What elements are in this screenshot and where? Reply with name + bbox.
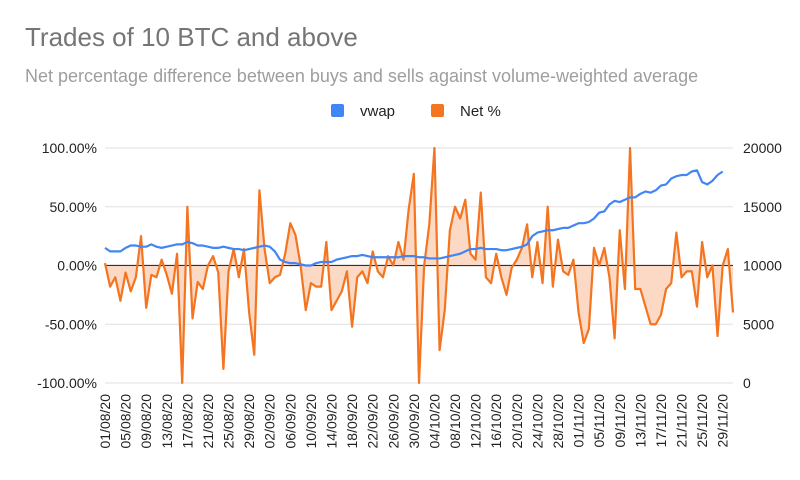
x-tick-label: 20/10/20: [509, 394, 525, 449]
x-tick-label: 14/09/20: [323, 394, 339, 449]
chart-title: Trades of 10 BTC and above: [25, 22, 358, 52]
x-tick-label: 17/08/20: [179, 394, 195, 449]
x-tick-label: 21/08/20: [200, 394, 216, 449]
x-tick-label: 05/08/20: [118, 394, 134, 449]
x-tick-label: 24/10/20: [529, 394, 545, 449]
y-right-tick-label: 15000: [743, 199, 782, 215]
x-tick-label: 28/10/20: [550, 394, 566, 449]
x-tick-label: 12/10/20: [468, 394, 484, 449]
y-right-tick-label: 10000: [743, 258, 782, 274]
x-tick-label: 10/09/20: [303, 394, 319, 449]
y-right-tick-label: 20000: [743, 140, 782, 156]
x-tick-label: 04/10/20: [426, 394, 442, 449]
y-left-tick-label: -50.00%: [45, 316, 97, 332]
y-right-tick-label: 0: [743, 375, 751, 391]
x-tick-label: 05/11/20: [591, 394, 607, 448]
x-tick-label: 26/09/20: [385, 394, 401, 449]
x-tick-label: 08/10/20: [447, 394, 463, 449]
x-tick-label: 09/08/20: [138, 394, 154, 449]
legend-swatch-vwap: [331, 104, 344, 117]
legend-label-net: Net %: [460, 103, 501, 120]
x-tick-label: 01/08/20: [97, 394, 113, 449]
net-percent-line: [103, 146, 735, 385]
legend-swatch-net: [431, 104, 444, 117]
x-tick-label: 30/09/20: [406, 394, 422, 449]
x-tick-label: 21/11/20: [674, 394, 690, 448]
y-left-tick-label: 100.00%: [42, 140, 97, 156]
legend-label-vwap: vwap: [360, 103, 395, 120]
x-tick-label: 13/08/20: [159, 394, 175, 449]
y-right-tick-label: 5000: [743, 316, 774, 332]
x-tick-label: 22/09/20: [365, 394, 381, 449]
y-left-tick-label: 0.00%: [57, 258, 97, 274]
x-tick-label: 29/11/20: [715, 394, 731, 448]
y-left-tick-label: 50.00%: [50, 199, 97, 215]
x-tick-label: 25/11/20: [694, 394, 710, 448]
x-tick-label: 09/11/20: [612, 394, 628, 448]
x-tick-label: 06/09/20: [282, 394, 298, 449]
x-tick-label: 16/10/20: [488, 394, 504, 449]
x-tick-label: 29/08/20: [241, 394, 257, 449]
x-tick-label: 01/11/20: [571, 394, 587, 448]
x-tick-label: 13/11/20: [632, 394, 648, 448]
y-left-tick-label: -100.00%: [37, 375, 97, 391]
x-tick-label: 17/11/20: [653, 394, 669, 448]
chart-subtitle: Net percentage difference between buys a…: [25, 66, 699, 86]
vwap-line: [104, 169, 724, 267]
x-tick-label: 25/08/20: [221, 394, 237, 449]
x-tick-label: 02/09/20: [262, 394, 278, 449]
x-tick-label: 18/09/20: [344, 394, 360, 449]
